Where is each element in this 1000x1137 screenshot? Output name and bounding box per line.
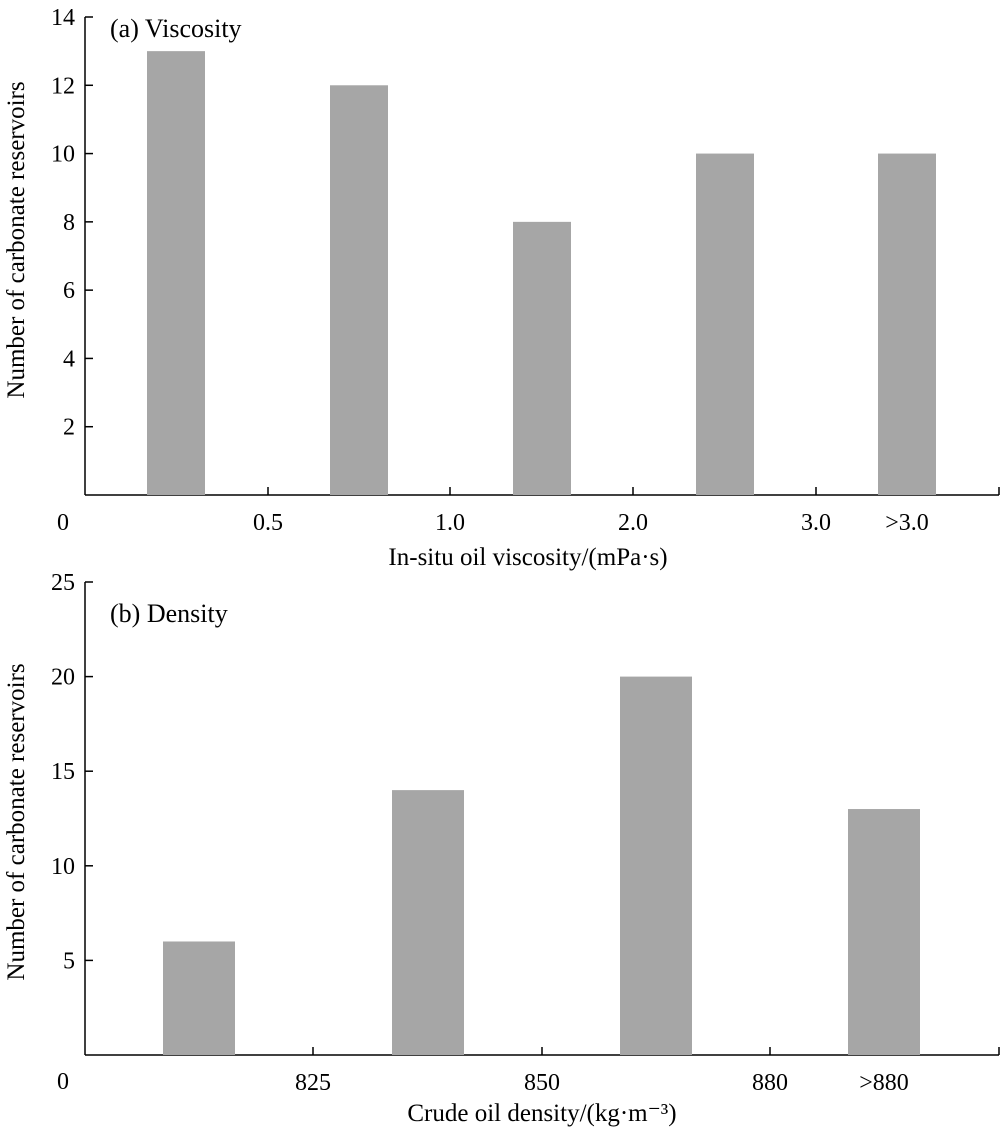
panel-a-bar-4 xyxy=(696,153,754,496)
panel-b-bar-3 xyxy=(620,676,692,1055)
panel-b-bar-1 xyxy=(163,941,235,1055)
panel-b-y-tick-label: 20 xyxy=(51,665,75,691)
panel-b-x-tick-label: 880 xyxy=(752,1070,788,1096)
panel-a-x-tick-label: 1.0 xyxy=(435,510,465,536)
panel-density: 5 10 15 20 25 825 850 880 >880 0 (b) Density Cr… xyxy=(3,570,1000,1127)
panel-a-y-tick-label: 12 xyxy=(51,73,75,99)
panel-a-x-axis-title: In-situ oil viscosity/(mPa·s) xyxy=(388,544,667,571)
panel-b-y-tick-label: 15 xyxy=(51,759,75,785)
panel-b-x-axis-title: Crude oil density/(kg·m⁻³) xyxy=(407,1100,676,1127)
panel-a-y-tick-label: 14 xyxy=(51,5,75,31)
panel-a-bar-1 xyxy=(147,51,205,496)
panel-a-y-tick-label: 10 xyxy=(51,142,75,168)
panel-a-bar-5 xyxy=(878,153,936,496)
panel-b-title: (b) Density xyxy=(110,599,228,628)
panel-a-y-tick-label: 4 xyxy=(63,346,75,372)
panel-b-x-tick-label: >880 xyxy=(859,1070,909,1096)
panel-a-y-tick-label: 2 xyxy=(63,415,75,441)
panel-b-y-tick-label: 10 xyxy=(51,854,75,880)
panel-a-y-tick-label: 8 xyxy=(63,210,75,236)
panel-b-y-tick-label: 25 xyxy=(51,570,75,596)
panel-viscosity: 2 4 6 8 10 12 14 0.5 1.0 2.0 3.0 >3.0 0 (a) Viscos… xyxy=(3,5,1000,571)
panel-b-x-tick-label: 825 xyxy=(295,1070,331,1096)
panel-a-x-tick-label: 0.5 xyxy=(253,510,283,536)
panel-a-y-axis-title: Number of carbonate reservoirs xyxy=(3,81,30,398)
panel-b-x-tick-label: 850 xyxy=(524,1070,560,1096)
panel-b-bar-4 xyxy=(848,809,920,1055)
panel-a-y-tick-label: 6 xyxy=(63,278,75,304)
panel-a-origin-label: 0 xyxy=(57,510,69,536)
panel-a-x-tick-label: >3.0 xyxy=(885,510,929,536)
panel-a-title: (a) Viscosity xyxy=(110,14,242,43)
panel-a-x-tick-label: 2.0 xyxy=(618,510,648,536)
panel-b-y-axis-title: Number of carbonate reservoirs xyxy=(3,663,30,980)
panel-b-origin-label: 0 xyxy=(57,1069,69,1095)
panel-a-bar-3 xyxy=(513,221,571,495)
panel-a-bar-2 xyxy=(330,85,388,496)
panel-b-y-tick-label: 5 xyxy=(63,948,75,974)
panel-b-bar-2 xyxy=(392,790,464,1055)
panel-a-x-tick-label: 3.0 xyxy=(801,510,831,536)
